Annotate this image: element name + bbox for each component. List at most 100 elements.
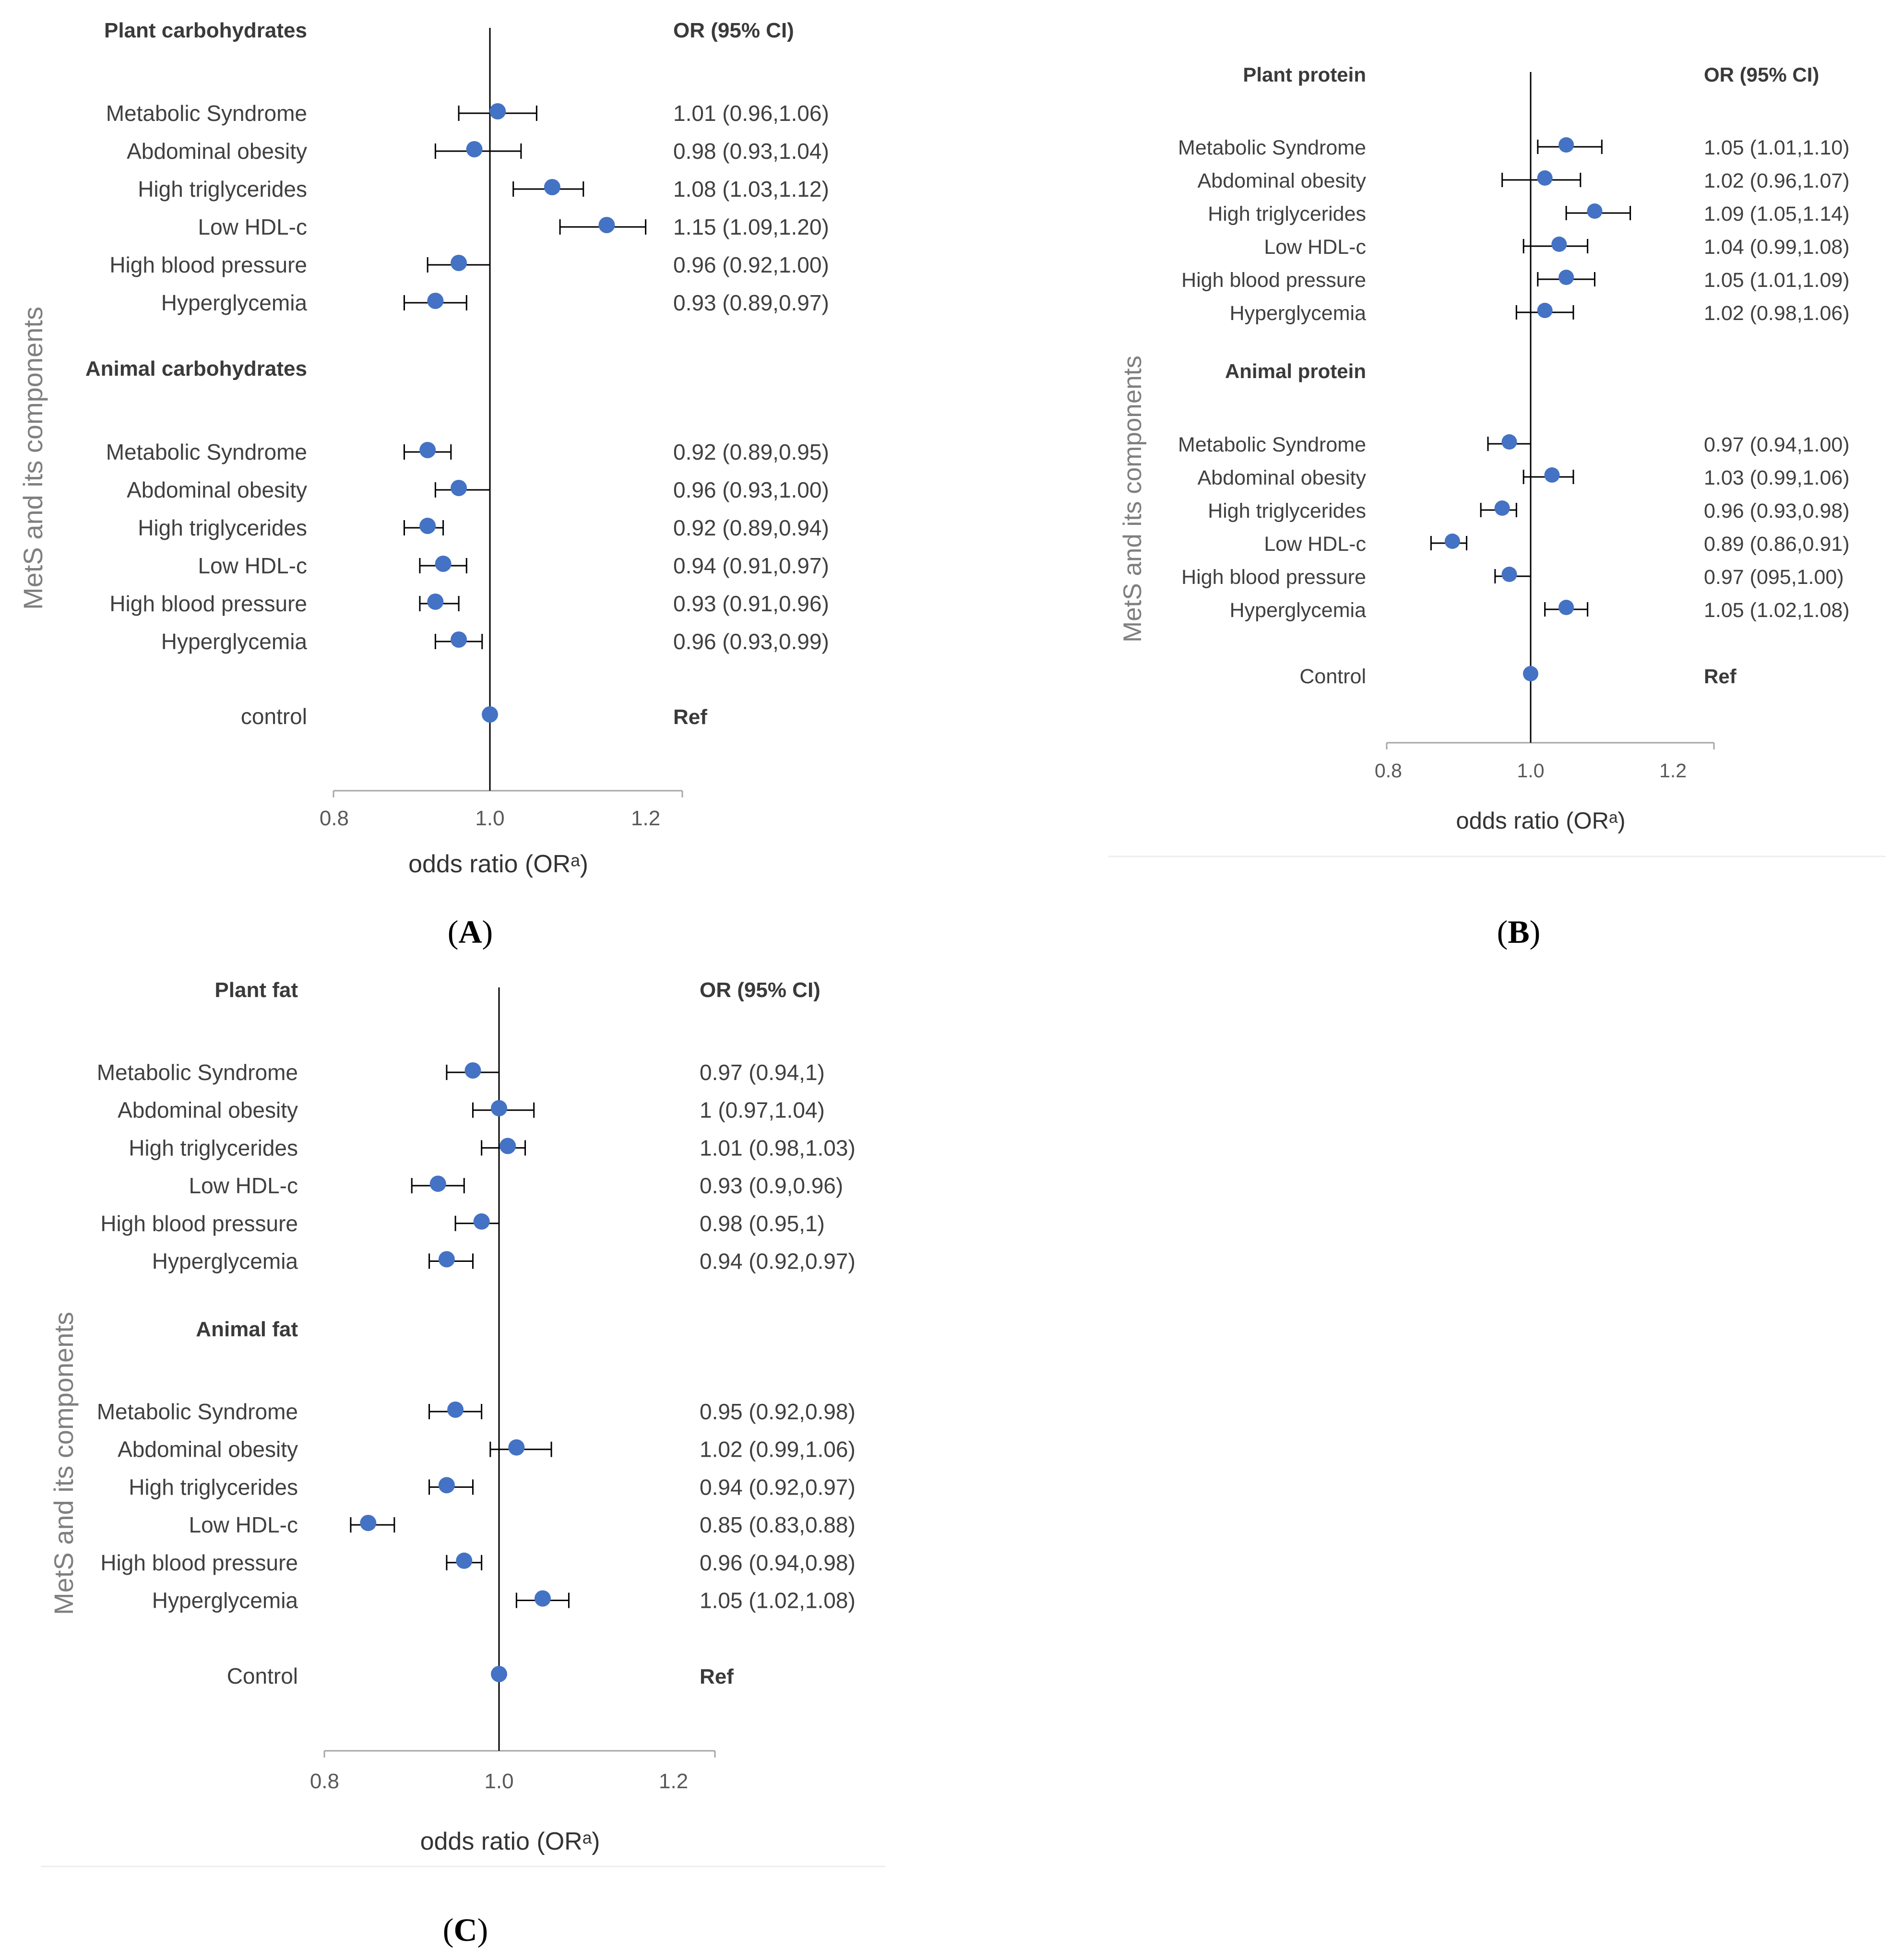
row-label: Hyperglycemia [1230, 599, 1366, 622]
group-animal-carbohydrates: Animal carbohydrates Metabolic Syndrome 0.… [85, 357, 829, 654]
row-label: Metabolic Syndrome [1178, 433, 1366, 456]
forest-row: Abdominal obesity 1.02 (0.96,1.07) [1198, 169, 1850, 192]
x-axis-title: odds ratio (ORᵃ) [408, 850, 588, 878]
forest-panel-b: 0.8 1.0 1.2 odds ratio (ORᵃ) MetS and its co… [1108, 63, 1886, 950]
or-point [451, 480, 467, 496]
forest-panel-c: 0.8 1.0 1.2 odds ratio (ORᵃ) MetS and its co… [41, 978, 885, 1948]
row-label: Abdominal obesity [1198, 466, 1367, 489]
row-label: Hyperglycemia [1230, 302, 1366, 325]
group-header: Plant protein [1243, 63, 1366, 86]
forest-row: Abdominal obesity 0.96 (0.93,1.00) [127, 477, 829, 502]
reference-row: Control Ref [227, 1663, 734, 1688]
row-label: Metabolic Syndrome [97, 1060, 298, 1085]
ci-value: 1.15 (1.09,1.20) [673, 214, 829, 239]
panel-label: (A) [448, 914, 493, 950]
x-tick-label: 1.2 [659, 1770, 688, 1793]
or-point [466, 141, 483, 157]
reference-row: Control Ref [1299, 665, 1736, 688]
ci-value: 0.89 (0.86,0.91) [1704, 533, 1850, 556]
ci-value: 0.97 (0.94,1) [700, 1060, 825, 1085]
forest-row: Hyperglycemia 0.93 (0.89,0.97) [161, 290, 829, 315]
group-animal-protein: Animal protein Metabolic Syndrome 0.97 (0.… [1178, 360, 1850, 622]
row-label: Metabolic Syndrome [106, 101, 307, 126]
row-label: High triglycerides [129, 1135, 298, 1160]
x-tick-label: 0.8 [1375, 760, 1402, 782]
or-point [1444, 534, 1460, 549]
row-label: control [241, 704, 307, 729]
ci-value: 1.05 (1.02,1.08) [700, 1588, 856, 1613]
forest-row: High triglycerides 1.09 (1.05,1.14) [1208, 202, 1849, 226]
ci-value: 0.97 (0.94,1.00) [1704, 433, 1850, 456]
group-plant-fat: Plant fat Metabolic Syndrome 0.97 (0.94,1)… [97, 978, 856, 1274]
ci-value: 0.96 (0.92,1.00) [673, 252, 829, 277]
x-tick-label: 1.0 [475, 807, 504, 830]
or-point [508, 1439, 525, 1456]
forest-panel-a: 0.8 1.0 1.2 odds ratio (ORᵃ) MetS and its co… [18, 19, 829, 950]
ci-value: 0.98 (0.93,1.04) [673, 139, 829, 164]
or-point [1537, 303, 1553, 318]
group-plant-protein: Plant protein Metabolic Syndrome 1.05 (1.0… [1178, 63, 1850, 325]
or-point [1558, 137, 1574, 153]
forest-row: High blood pressure 1.05 (1.01,1.09) [1181, 269, 1849, 292]
forest-row: High blood pressure 0.93 (0.91,0.96) [109, 591, 829, 616]
or-point [473, 1213, 490, 1230]
forest-row: Low HDL-c 1.04 (0.99,1.08) [1264, 236, 1849, 259]
ci-value-ref: Ref [673, 705, 707, 729]
ci-value: 0.97 (095,1.00) [1704, 566, 1844, 589]
or-point [447, 1402, 464, 1418]
row-label: Abdominal obesity [127, 477, 307, 502]
or-point-reference [482, 706, 498, 723]
or-point [1544, 467, 1560, 483]
forest-row: Low HDL-c 1.15 (1.09,1.20) [198, 214, 829, 239]
or-point [419, 442, 436, 458]
or-point [360, 1515, 377, 1532]
panel-label: (C) [443, 1912, 488, 1948]
row-label: Low HDL-c [198, 214, 307, 239]
or-point [1494, 500, 1510, 516]
row-label: High triglycerides [138, 177, 307, 202]
row-label: Abdominal obesity [118, 1098, 298, 1123]
or-point [419, 518, 436, 534]
ci-value: 1.02 (0.96,1.07) [1704, 169, 1850, 192]
ci-value: 1 (0.97,1.04) [700, 1098, 825, 1123]
ci-value: 0.96 (0.94,0.98) [700, 1550, 856, 1575]
ci-value: 0.85 (0.83,0.88) [700, 1512, 856, 1537]
forest-row: High triglycerides 1.08 (1.03,1.12) [138, 177, 829, 202]
row-label: Abdominal obesity [118, 1437, 298, 1462]
row-label: Hyperglycemia [161, 290, 308, 315]
ci-value: 0.96 (0.93,0.98) [1704, 499, 1850, 523]
ci-value: 0.93 (0.9,0.96) [700, 1173, 843, 1198]
forest-row: Metabolic Syndrome 1.05 (1.01,1.10) [1178, 136, 1850, 159]
ci-column-header: OR (95% CI) [673, 19, 794, 42]
row-label: Control [227, 1663, 298, 1688]
forest-row: High triglycerides 0.94 (0.92,0.97) [129, 1474, 856, 1499]
group-plant-carbohydrates: Plant carbohydrates Metabolic Syndrome 1.0… [104, 19, 829, 315]
row-label: Control [1299, 665, 1366, 688]
ci-value: 1.04 (0.99,1.08) [1704, 236, 1850, 259]
or-point [451, 631, 467, 648]
or-point [464, 1062, 481, 1079]
forest-row: High triglycerides 1.01 (0.98,1.03) [129, 1135, 856, 1160]
forest-row: Metabolic Syndrome 1.01 (0.96,1.06) [106, 101, 829, 126]
ci-value: 0.93 (0.89,0.97) [673, 290, 829, 315]
ci-value: 1.09 (1.05,1.14) [1704, 202, 1850, 226]
forest-row: High triglycerides 0.92 (0.89,0.94) [138, 515, 829, 540]
forest-row: Abdominal obesity 1 (0.97,1.04) [118, 1098, 825, 1123]
forest-row: Low HDL-c 0.89 (0.86,0.91) [1264, 533, 1849, 556]
or-point [427, 293, 444, 309]
or-point [435, 556, 452, 572]
row-label: Abdominal obesity [127, 139, 307, 164]
or-point [1537, 170, 1553, 186]
row-label: High blood pressure [100, 1550, 298, 1575]
row-label: Metabolic Syndrome [1178, 136, 1366, 159]
or-point [1551, 237, 1567, 252]
or-point [456, 1552, 473, 1569]
or-point [438, 1251, 455, 1268]
forest-row: Abdominal obesity 1.02 (0.99,1.06) [118, 1437, 856, 1462]
ci-value: 0.95 (0.92,0.98) [700, 1399, 856, 1424]
ci-value: 1.01 (0.96,1.06) [673, 101, 829, 126]
row-label: High triglycerides [129, 1474, 298, 1499]
ci-value: 0.92 (0.89,0.94) [673, 515, 829, 540]
forest-row: Hyperglycemia 0.96 (0.93,0.99) [161, 629, 829, 654]
